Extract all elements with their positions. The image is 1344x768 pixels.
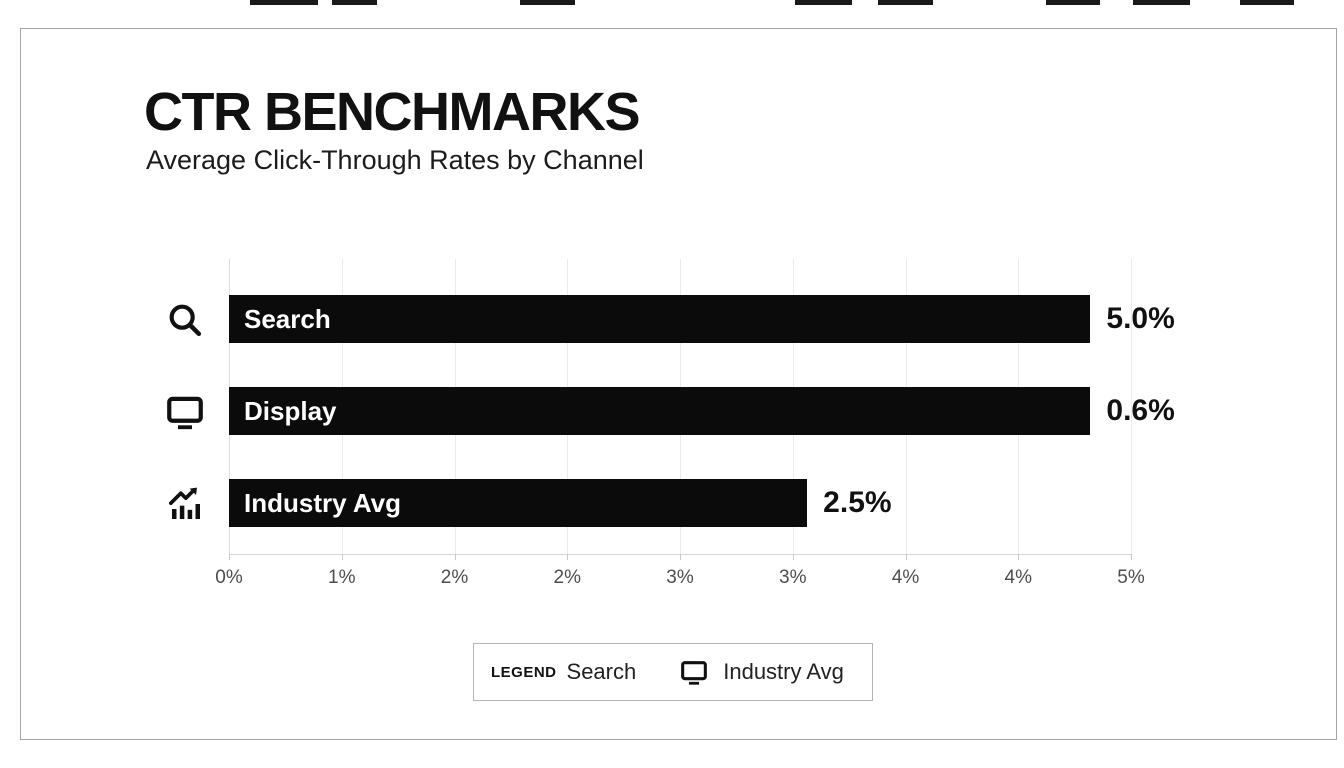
x-tick-label: 5% bbox=[1117, 567, 1145, 588]
legend-title: LEGEND bbox=[491, 663, 557, 681]
plot-area: Search 5.0% Display 0.6% Industry Avg 2.… bbox=[229, 259, 1175, 560]
bar-label: Search bbox=[244, 303, 331, 334]
bar-value: 0.6% bbox=[1106, 394, 1175, 427]
cropped-artifact-dash bbox=[1240, 0, 1294, 5]
chart-subtitle: Average Click-Through Rates by Channel bbox=[146, 145, 644, 175]
x-tick-label: 3% bbox=[779, 567, 807, 588]
axis-tick bbox=[905, 554, 907, 560]
x-tick-label: 4% bbox=[891, 567, 920, 588]
bar-row-search: Search 5.0% bbox=[229, 295, 1175, 343]
magnifier-icon bbox=[164, 299, 206, 341]
monitor-icon bbox=[164, 391, 206, 433]
x-tick-label: 2% bbox=[553, 567, 581, 588]
bar-display: Display bbox=[229, 387, 1091, 435]
chart-title: CTR BENCHMARKS bbox=[144, 82, 640, 142]
axis-tick bbox=[567, 554, 569, 560]
bar-row-industry-avg: Industry Avg 2.5% bbox=[229, 479, 1131, 527]
cropped-artifact-dash bbox=[1133, 0, 1190, 5]
legend-box: LEGEND Search Industry Avg bbox=[473, 643, 873, 701]
bar-label: Display bbox=[244, 395, 337, 426]
cropped-artifact-dash bbox=[520, 0, 575, 5]
legend-item-industry-avg: Industry Avg bbox=[723, 659, 844, 684]
axis-tick bbox=[229, 554, 230, 560]
cropped-artifact-dash bbox=[332, 0, 377, 5]
axis-tick bbox=[454, 554, 456, 560]
x-tick-label: 1% bbox=[328, 567, 356, 588]
bar-row-display: Display 0.6% bbox=[229, 387, 1175, 435]
legend-item-search: Search bbox=[566, 659, 637, 684]
bar-value: 5.0% bbox=[1106, 302, 1175, 335]
axis-tick bbox=[1131, 554, 1132, 560]
x-tick-label: 2% bbox=[440, 567, 469, 588]
cropped-artifact-dash bbox=[795, 0, 852, 5]
gridline bbox=[1131, 259, 1132, 554]
bar-industry-avg: Industry Avg bbox=[229, 479, 808, 527]
axis-tick bbox=[680, 554, 681, 560]
x-tick-label: 0% bbox=[215, 567, 243, 588]
cropped-artifact-dash bbox=[878, 0, 933, 5]
cropped-artifact-dash bbox=[250, 0, 318, 5]
x-tick-label: 3% bbox=[666, 567, 694, 588]
x-axis: 0% 1% 2% 2% 3% 3% 4% 4% 5% bbox=[215, 567, 1144, 593]
bar-search: Search bbox=[229, 295, 1091, 343]
chart-card: CTR BENCHMARKS Average Click-Through Rat… bbox=[20, 28, 1337, 740]
bar-label: Industry Avg bbox=[244, 487, 401, 518]
axis-tick bbox=[341, 554, 343, 560]
axis-tick bbox=[1018, 554, 1020, 560]
x-tick-label: 4% bbox=[1004, 567, 1032, 588]
bar-value: 2.5% bbox=[823, 486, 892, 519]
axis-tick bbox=[792, 554, 794, 560]
trend-chart-icon bbox=[164, 483, 206, 525]
cropped-artifact-dash bbox=[1046, 0, 1100, 5]
monitor-icon bbox=[678, 656, 710, 688]
